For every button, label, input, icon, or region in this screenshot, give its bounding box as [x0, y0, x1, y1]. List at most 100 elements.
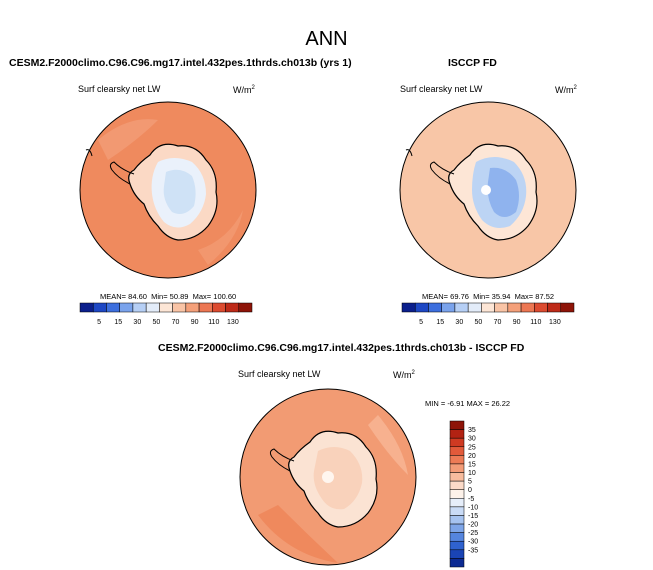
panel-model-map: [79, 101, 257, 279]
panel-obs-colorbar-cell: [441, 302, 456, 313]
panel-obs-peninsula: [429, 161, 455, 185]
panel-model-colorbar: 5 15 30 50 70 90 110 130: [79, 302, 253, 326]
panel-diff-colorbar-tick-label: 35: [468, 427, 476, 434]
panel-model-ocean-patch: [98, 119, 158, 160]
panel-diff-colorbar-tick-label: 25: [468, 444, 476, 451]
panel-obs-colorbar-cell: [428, 302, 442, 313]
panel-obs-colorbar-cell: [481, 302, 495, 313]
panel-diff-colorbar-cell: [449, 523, 465, 533]
panel-diff-colorbar-tick-label: -20: [468, 522, 478, 529]
panel-obs-map: [399, 101, 577, 279]
panel-model-colorbar-tick-label: 110: [208, 319, 219, 326]
panel-diff-colorbar-cell: [449, 480, 465, 490]
panel-diff-colorbar-tick-label: 5: [468, 479, 472, 486]
panel-obs-colorbar-tick-label: 15: [436, 319, 444, 326]
panel-diff-min-value: -6.91: [447, 399, 465, 408]
panel-diff-colorbar-cell: [449, 515, 465, 525]
panel-diff-colorbar-cell: [449, 506, 465, 516]
panel-model-max-value: 100.60: [213, 292, 237, 301]
panel-diff-stats: MIN = -6.91 MAX = 26.22: [425, 399, 511, 408]
panel-model-colorbar-cell: [159, 302, 173, 313]
panel-model-variable-label: Surf clearsky net LW: [78, 84, 161, 94]
panel-diff-antarctica-interior: [313, 447, 363, 510]
panel-diff-ocean-patch: [368, 415, 408, 475]
panel-diff-colorbar-tick-label: -25: [468, 530, 478, 537]
panel-diff-colorbar-cell: [449, 429, 465, 439]
panel-obs-colorbar-cell: [414, 302, 429, 313]
panel-model-colorbar-cell: [119, 302, 134, 313]
panel-obs-colorbar-cell: [520, 302, 535, 313]
panel-obs-colorbar-cell: [401, 302, 416, 313]
panel-obs-colorbar-tick-label: 110: [530, 319, 541, 326]
panel-diff-colorbar-tick-label: -10: [468, 504, 478, 511]
panel-model-colorbar-cell: [79, 302, 94, 313]
panel-diff-colorbar-tick-label: -35: [468, 547, 478, 554]
panel-model-colorbar-cell: [212, 302, 226, 313]
panel-model-colorbar-cell: [145, 302, 160, 313]
panel-model-colorbar-cell: [238, 302, 253, 313]
panel-diff-colorbar-tick-label: 15: [468, 461, 476, 468]
panel-diff-colorbar-tick-label: -5: [468, 496, 474, 503]
panel-obs-mean-value: 69.76: [450, 292, 469, 301]
panel-obs-colorbar-tick-label: 30: [455, 319, 463, 326]
panel-model-peninsula: [109, 161, 135, 185]
panel-diff-colorbar-tick-label: 10: [468, 470, 476, 477]
panel-model-colorbar-tick-label: 50: [153, 319, 161, 326]
panel-diff-colorbar-cell: [449, 455, 465, 465]
panel-obs-antarctica-core: [487, 167, 519, 217]
panel-model-south-america-tip: [85, 149, 93, 157]
panel-model-colorbar-tick-label: 5: [97, 319, 101, 326]
panel-model-units: W/m2: [233, 85, 255, 95]
panel-diff-colorbar-tick-label: -30: [468, 539, 478, 546]
panel-diff-colorbar-cell: [449, 558, 465, 568]
panel-diff-colorbar-cell: [449, 446, 465, 456]
panel-obs-colorbar-cell: [560, 302, 575, 313]
panel-obs-colorbar-cell: [467, 302, 482, 313]
panel-obs-colorbar-tick-label: 90: [513, 319, 521, 326]
panel-obs-colorbar-cell: [494, 302, 509, 313]
panel-obs-max-value: 87.52: [535, 292, 555, 301]
panel-obs-colorbar-cell: [547, 302, 562, 313]
panel-obs-colorbar: 5 15 30 50 70 90 110 130: [401, 302, 575, 326]
panel-diff-colorbar-tick-label: -15: [468, 513, 478, 520]
panel-model-subtitle: CESM2.F2000climo.C96.C96.mg17.intel.432p…: [9, 57, 352, 69]
panel-diff-ocean-patch: [258, 505, 338, 563]
page-title: ANN: [305, 28, 348, 50]
panel-diff-subtitle: CESM2.F2000climo.C96.C96.mg17.intel.432p…: [158, 342, 525, 354]
panel-diff-colorbar-tick-label: 0: [468, 487, 472, 494]
panel-diff-colorbar-cell: [449, 489, 465, 499]
panel-obs-colorbar-cell: [454, 302, 469, 313]
panel-diff-colorbar-tick-label: 20: [468, 453, 476, 460]
panel-model-colorbar-cell: [185, 302, 200, 313]
panel-model-colorbar-tick-label: 15: [114, 319, 122, 326]
panel-diff-colorbar-cell: [449, 549, 465, 559]
panel-obs-south-america-tip: [405, 149, 413, 157]
panel-model-colorbar-cell: [92, 302, 107, 313]
panel-diff-colorbar-tick-label: 30: [468, 436, 476, 443]
panel-obs-variable-label: Surf clearsky net LW: [400, 84, 483, 94]
panel-diff-colorbar-cell: [449, 463, 465, 473]
panel-diff-colorbar-cell: [449, 498, 465, 508]
panel-diff-colorbar-cell: [449, 420, 465, 430]
panel-obs-units: W/m2: [555, 85, 577, 95]
panel-model-min-value: 50.89: [169, 292, 189, 301]
panel-diff-colorbar-cell: [449, 437, 465, 448]
panel-obs-colorbar-tick-label: 70: [494, 319, 502, 326]
panel-obs-colorbar-tick-label: 130: [549, 319, 561, 326]
panel-model-ocean-patch: [198, 210, 243, 265]
panel-diff-colorbar-cell: [449, 532, 465, 542]
panel-model-colorbar-cell: [106, 302, 120, 313]
panel-model-colorbar-tick-label: 130: [227, 319, 239, 326]
panel-model-mean-value: 84.60: [128, 292, 147, 301]
panel-obs-colorbar-cell: [534, 302, 548, 313]
panel-obs-colorbar-tick-label: 50: [475, 319, 483, 326]
panel-obs-colorbar-cell: [507, 302, 522, 313]
panel-model-antarctica-core: [163, 169, 196, 214]
panel-model-colorbar-cell: [172, 302, 187, 313]
panel-obs-min-value: 35.94: [491, 292, 511, 301]
panel-diff-colorbar-cell: [449, 472, 465, 482]
panel-diff-max-value: 26.22: [491, 399, 511, 408]
panel-diff-colorbar-cell: [449, 540, 465, 551]
panel-diff-peninsula: [269, 448, 295, 472]
